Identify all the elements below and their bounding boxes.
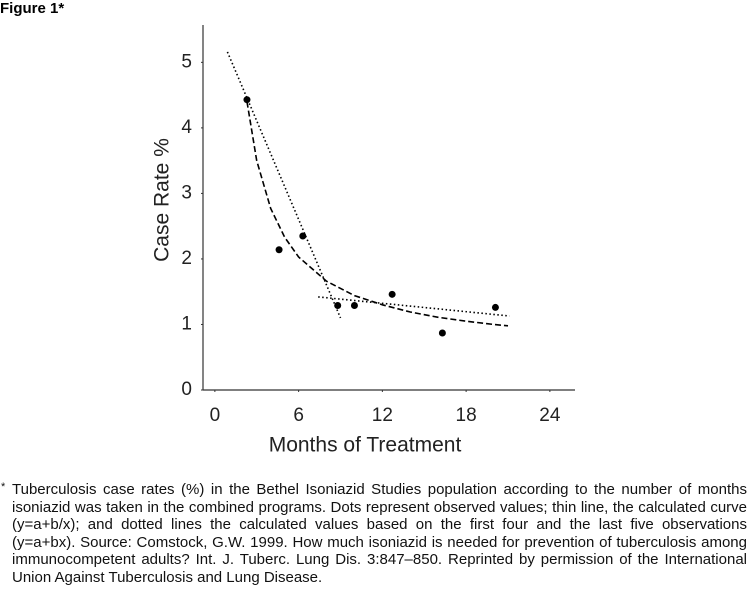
fit-line <box>226 51 342 319</box>
y-tick-label: 1 <box>181 313 192 334</box>
y-tick-label: 4 <box>181 117 192 138</box>
data-point <box>299 232 307 240</box>
x-tick-label: 18 <box>456 405 477 426</box>
chart: Months of Treatment Case Rate % 0 6 12 18 24… <box>151 25 575 457</box>
y-tick-label: 2 <box>181 248 192 269</box>
x-tick-label: 0 <box>210 405 221 426</box>
caption-text: Tuberculosis case rates (%) in the Bethe… <box>12 481 747 586</box>
figure-label: Figure 1* <box>0 0 65 17</box>
x-tick-label: 24 <box>539 405 561 426</box>
data-point <box>243 96 251 104</box>
caption: * Tuberculosis case rates (%) in the Beth… <box>1 481 747 587</box>
fit-line <box>318 296 510 317</box>
y-axis-label: Case Rate % <box>151 138 174 262</box>
y-tick-label: 3 <box>181 182 192 203</box>
data-point <box>491 303 499 311</box>
data-point <box>438 329 446 337</box>
x-axis-label: Months of Treatment <box>269 434 462 457</box>
data-point <box>275 246 283 254</box>
data-point <box>350 301 358 309</box>
y-tick-label: 5 <box>181 51 192 72</box>
caption-marker: * <box>1 481 6 493</box>
fit-line <box>246 101 509 327</box>
x-tick-label: 6 <box>293 405 304 426</box>
y-tick-label: 0 <box>181 379 192 400</box>
data-point <box>334 301 342 309</box>
data-point <box>388 290 396 298</box>
x-tick-label: 12 <box>372 405 393 426</box>
